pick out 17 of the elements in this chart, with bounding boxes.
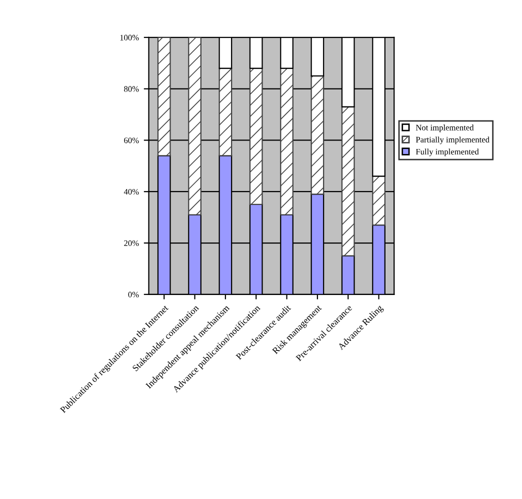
y-tick-label: 80%	[124, 86, 139, 92]
legend-label: Not implemented	[416, 124, 474, 132]
bar	[341, 106, 355, 256]
bar	[280, 68, 294, 216]
y-tick-label: 0%	[128, 292, 139, 298]
legend-label: Fully implemented	[416, 148, 479, 156]
bar	[310, 75, 324, 195]
bar	[188, 37, 202, 216]
bar	[157, 37, 171, 156]
y-tick-label: 40%	[124, 188, 139, 195]
legend-label: Partially implemented	[416, 136, 490, 144]
y-tick-label: 60%	[124, 138, 139, 144]
bar	[218, 68, 232, 156]
y-tick-label: 100%	[120, 34, 139, 40]
y-tick-label: 20%	[124, 240, 139, 246]
bar	[249, 68, 263, 206]
bar	[372, 176, 386, 226]
